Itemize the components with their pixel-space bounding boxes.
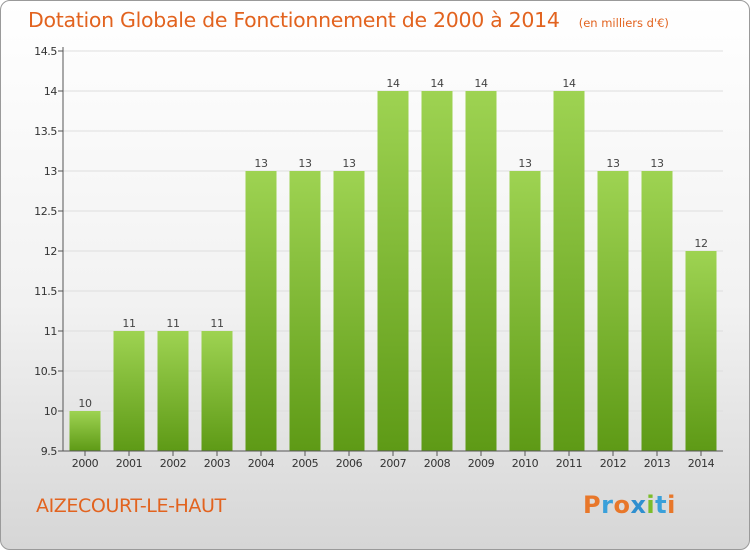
y-tick-label: 14.5 [34, 45, 57, 58]
data-label: 11 [166, 317, 179, 330]
x-tick-label: 2001 [116, 457, 142, 470]
bar [333, 171, 365, 451]
y-tick-label: 14 [44, 85, 58, 98]
x-tick-label: 2003 [204, 457, 231, 470]
city-name: AIZECOURT-LE-HAUT [36, 495, 226, 517]
bar [201, 331, 233, 451]
data-label: 14 [562, 77, 576, 90]
x-tick-label: 2004 [248, 457, 275, 470]
logo-letter: o [613, 491, 631, 519]
x-tick-label: 2009 [468, 457, 495, 470]
x-tick-label: 2005 [292, 457, 319, 470]
data-label: 14 [474, 77, 488, 90]
bar [641, 171, 673, 451]
data-label: 11 [210, 317, 223, 330]
data-label: 14 [386, 77, 400, 90]
logo-letter: x [630, 491, 647, 519]
y-tick-label: 11.5 [34, 285, 57, 298]
x-tick-label: 2002 [160, 457, 186, 470]
x-tick-label: 2011 [556, 457, 582, 470]
y-tick-label: 9.5 [41, 445, 58, 458]
bar [113, 331, 145, 451]
proxiti-logo: Proxiti [583, 491, 676, 519]
y-tick-label: 11 [44, 325, 57, 338]
chart-subtitle: (en milliers d'€) [578, 16, 669, 30]
data-label: 10 [78, 397, 92, 410]
chart-title: Dotation Globale de Fonctionnement de 20… [28, 8, 560, 32]
data-label: 13 [298, 157, 312, 170]
x-tick-label: 2006 [336, 457, 363, 470]
x-tick-label: 2007 [380, 457, 407, 470]
x-tick-label: 2013 [644, 457, 671, 470]
y-tick-label: 10.5 [34, 365, 57, 378]
y-tick-label: 13.5 [34, 125, 57, 138]
axes [58, 47, 723, 456]
logo-letter: r [601, 491, 614, 519]
data-label: 14 [430, 77, 444, 90]
bars [69, 91, 717, 451]
x-tick-label: 2010 [512, 457, 539, 470]
x-tick-label: 2008 [424, 457, 451, 470]
bar [465, 91, 497, 451]
bar [157, 331, 189, 451]
labels: 9.5 10 10.5 11 11.5 12 12.5 13 13.5 14 14.5 10 2000 1… [34, 45, 715, 470]
bar [69, 411, 101, 451]
bar [685, 251, 717, 451]
logo-letter: i [646, 491, 656, 519]
y-tick-label: 12.5 [34, 205, 57, 218]
x-tick-label: 2012 [600, 457, 626, 470]
logo-letter: t [655, 491, 668, 519]
data-label: 13 [650, 157, 664, 170]
y-tick-label: 12 [44, 245, 57, 258]
data-label: 11 [122, 317, 135, 330]
bar [289, 171, 321, 451]
data-label: 13 [518, 157, 532, 170]
bar [509, 171, 541, 451]
data-label: 12 [694, 237, 707, 250]
bar [377, 91, 409, 451]
data-label: 13 [254, 157, 268, 170]
logo-letter: P [583, 491, 602, 519]
chart-header: Dotation Globale de Fonctionnement de 20… [28, 8, 669, 32]
y-tick-label: 10 [44, 405, 58, 418]
bar [245, 171, 277, 451]
data-label: 13 [342, 157, 356, 170]
y-tick-label: 13 [44, 165, 58, 178]
logo-letter: i [667, 491, 676, 519]
x-tick-label: 2000 [72, 457, 99, 470]
bar [553, 91, 585, 451]
bar [421, 91, 453, 451]
bar [597, 171, 629, 451]
x-tick-label: 2014 [688, 457, 715, 470]
data-label: 13 [606, 157, 620, 170]
